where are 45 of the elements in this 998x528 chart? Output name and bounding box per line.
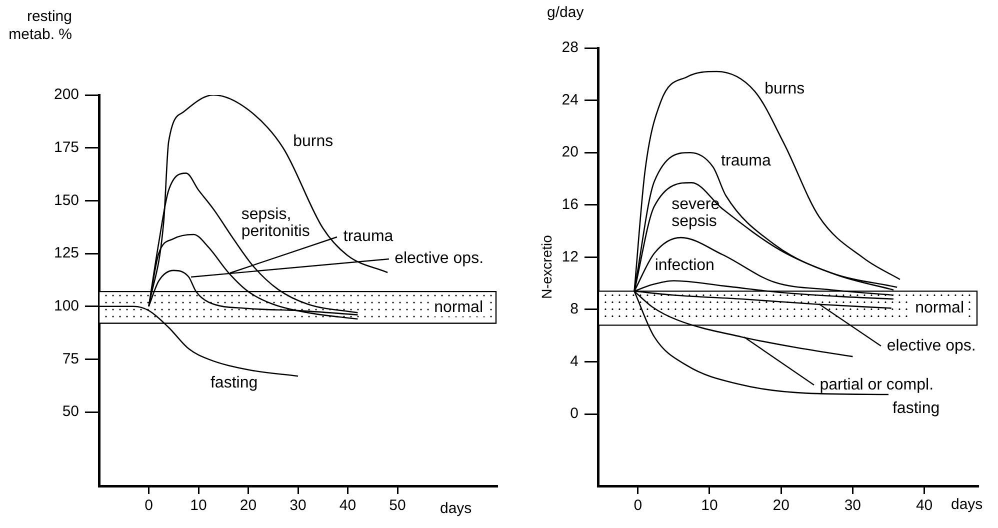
y-tick-label: 200 [54, 86, 80, 104]
x-tick-label: 40 [916, 497, 933, 514]
y-tick-label: 0 [570, 405, 578, 422]
x-tick-label: 40 [339, 497, 356, 514]
y-tick-label: 125 [54, 244, 80, 262]
series-label: fasting [210, 374, 258, 392]
text: elective ops. [394, 250, 484, 268]
series-label: elective ops. [886, 338, 976, 355]
band-label: normal [915, 300, 964, 317]
y-tick-label: 100 [54, 297, 80, 314]
y-tick-label: 175 [54, 138, 80, 156]
x-axis-title: days [951, 496, 983, 514]
x-tick-label: 50 [389, 497, 406, 514]
series-label: sepsis, peritonitis [241, 206, 310, 240]
series-label: trauma [721, 152, 771, 170]
x-tick-label: 30 [844, 497, 862, 514]
y-tick-label: 150 [54, 192, 80, 209]
series-label: infection [654, 256, 714, 274]
text: g/day [547, 4, 584, 22]
text: trauma [343, 228, 394, 245]
x-tick-label: 0 [634, 497, 642, 514]
y-tick-label: 20 [562, 144, 578, 161]
x-tick-label: 0 [144, 497, 153, 514]
x-tick-label: 10 [190, 497, 207, 514]
band-label: normal [434, 298, 483, 316]
series-label: burns [764, 80, 805, 98]
x-tick-label: 20 [240, 497, 257, 514]
y-tick-label: 4 [570, 352, 578, 370]
y-tick-label: 8 [570, 300, 578, 318]
x-tick-label: 10 [701, 497, 718, 514]
y-tick-label: 24 [562, 91, 578, 108]
series-label: fasting [892, 400, 940, 417]
y-tick-label: 28 [562, 39, 578, 56]
series-label: partial or compl. [820, 376, 934, 394]
y-axis-title: resting metab. % [8, 8, 72, 44]
x-tick-label: 20 [772, 497, 790, 514]
series-label: severe sepsis [672, 196, 720, 230]
x-tick-label: 30 [290, 497, 306, 514]
series-label: burns [293, 133, 334, 150]
y-tick-label: 16 [562, 196, 578, 214]
x-axis-title: days [440, 500, 472, 518]
y-tick-label: 75 [62, 350, 80, 368]
y-tick-label: 12 [562, 248, 578, 266]
y-axis-title: N-excretio [538, 234, 554, 299]
y-tick-label: 50 [62, 403, 80, 420]
